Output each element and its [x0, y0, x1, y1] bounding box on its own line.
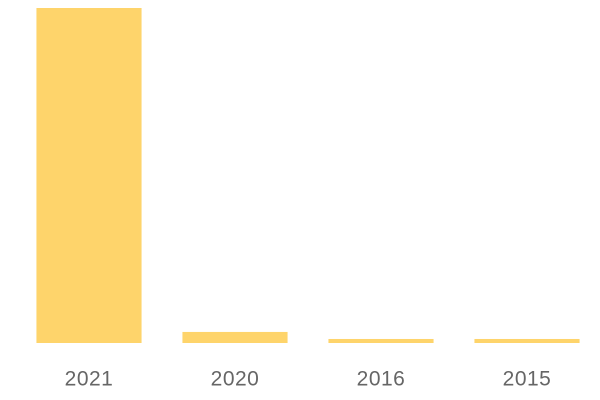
- bar: [36, 8, 142, 343]
- x-tick-label: 2015: [503, 368, 552, 391]
- bar: [474, 338, 580, 343]
- bar: [328, 338, 434, 343]
- x-tick-label: 2020: [211, 368, 260, 391]
- x-tick-label: 2021: [65, 368, 114, 391]
- bar: [182, 331, 288, 343]
- x-tick-label: 2016: [357, 368, 406, 391]
